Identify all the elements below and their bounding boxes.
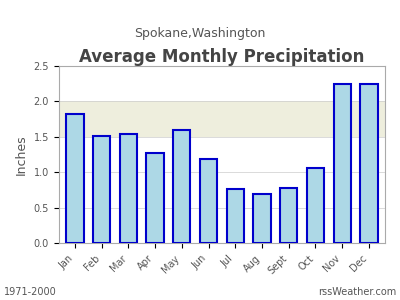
Title: Average Monthly Precipitation: Average Monthly Precipitation [79,48,364,66]
Bar [253,194,271,244]
Bar [146,153,164,244]
Bar [200,159,217,244]
Bar [199,159,218,244]
Bar [172,130,191,244]
Text: rssWeather.com: rssWeather.com [318,287,396,297]
Bar [307,167,324,244]
Text: Spokane,Washington: Spokane,Washington [134,27,266,40]
Bar [306,167,325,244]
Bar [280,188,298,244]
Bar [146,153,164,244]
Bar [93,136,110,244]
Y-axis label: Inches: Inches [15,134,28,175]
Bar [360,85,378,244]
Text: 1971-2000: 1971-2000 [4,287,57,297]
Bar [334,85,351,244]
Bar [120,134,137,244]
Bar [226,189,244,244]
Bar [66,114,84,244]
Bar [280,188,298,244]
Bar [59,101,385,137]
Bar [333,85,352,244]
Bar [360,85,378,244]
Bar [119,134,138,244]
Bar [253,194,271,244]
Bar [66,114,84,244]
Bar [173,130,190,244]
Bar [92,136,111,244]
Bar [226,189,244,244]
